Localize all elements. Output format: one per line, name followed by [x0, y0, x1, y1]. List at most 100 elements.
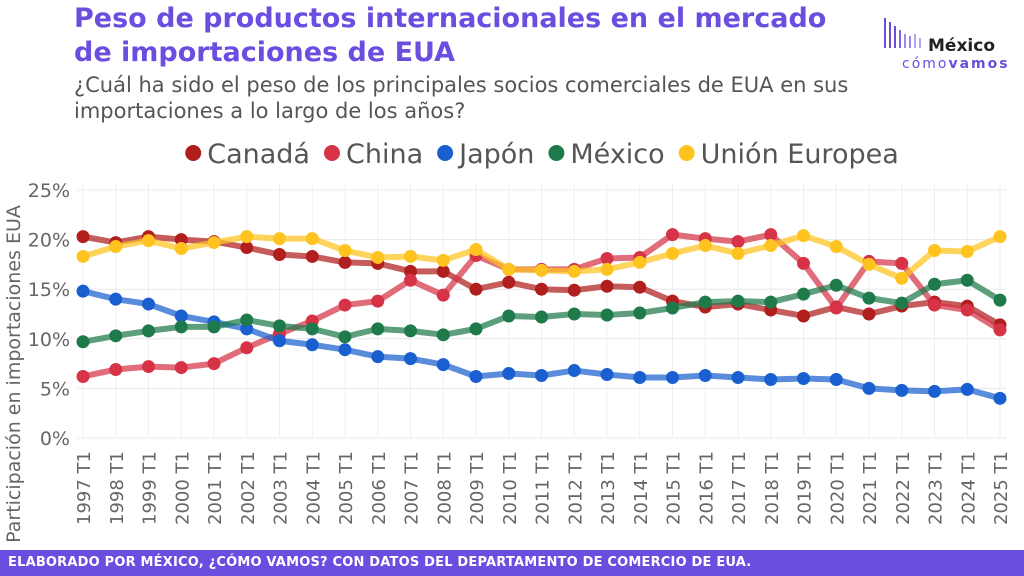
data-point-mexico: [731, 294, 745, 308]
legend: Canadá China Japón México Unión Europea: [185, 139, 899, 170]
data-point-union-europea: [142, 234, 155, 248]
x-tick-label: 2015 T1: [664, 451, 685, 525]
x-tick-label: 2010 T1: [500, 451, 521, 525]
data-point-mexico: [633, 306, 647, 320]
data-point-mexico: [305, 322, 319, 336]
x-tick-label: 1998 T1: [107, 451, 128, 525]
data-point-canada: [436, 264, 450, 278]
data-point-union-europea: [371, 250, 385, 264]
data-point-japon: [633, 370, 647, 384]
data-point-japon: [338, 343, 352, 357]
y-tick-label: 20%: [28, 230, 70, 252]
data-point-union-europea: [535, 263, 548, 277]
legend-dot-china: [323, 145, 340, 161]
data-point-japon: [567, 364, 581, 378]
x-tick-label: 2016 T1: [696, 451, 717, 525]
data-point-mexico: [273, 319, 286, 333]
legend-dot-canada: [185, 145, 202, 161]
data-point-china: [993, 323, 1007, 337]
data-point-mexico: [469, 322, 483, 336]
x-tick-label: 1997 T1: [74, 451, 95, 525]
data-point-canada: [174, 233, 188, 247]
data-point-mexico: [371, 322, 385, 336]
data-point-mexico: [764, 295, 778, 309]
x-tick-label: 2011 T1: [533, 451, 554, 525]
data-point-union-europea: [404, 249, 417, 263]
data-point-japon: [535, 369, 548, 383]
data-point-canada: [273, 247, 286, 261]
x-tick-label: 2018 T1: [762, 451, 783, 525]
data-point-union-europea: [960, 245, 974, 259]
series-mexico: [76, 273, 1007, 349]
data-point-mexico: [535, 310, 548, 324]
legend-dot-japon: [437, 145, 454, 161]
data-point-china: [797, 256, 810, 270]
data-point-mexico: [600, 308, 614, 322]
x-tick-label: 2022 T1: [893, 451, 914, 525]
data-point-japon: [273, 334, 286, 348]
data-point-japon: [305, 338, 319, 352]
data-point-mexico: [895, 296, 909, 310]
x-tick-label: 2020 T1: [827, 451, 848, 525]
data-point-china: [404, 273, 417, 287]
data-point-china: [142, 360, 155, 374]
data-point-japon: [502, 367, 516, 381]
data-point-union-europea: [567, 264, 581, 278]
data-point-japon: [404, 352, 417, 366]
chart-subtitle: ¿Cuál ha sido el peso de los principales…: [74, 73, 849, 123]
data-point-japon: [731, 370, 745, 384]
data-point-japon: [928, 384, 941, 398]
data-point-canada: [240, 241, 254, 255]
legend-label-china: China: [346, 139, 423, 170]
data-point-china: [207, 357, 221, 371]
legend-dot-union-europea: [678, 145, 695, 161]
y-tick-label: 10%: [28, 329, 70, 351]
data-point-japon: [993, 391, 1007, 405]
y-tick-label: 25%: [28, 180, 70, 202]
data-point-mexico: [862, 291, 876, 305]
legend-dot-mexico: [548, 145, 565, 161]
grid-lines: [77, 184, 1006, 439]
x-tick-label: 2007 T1: [402, 451, 423, 525]
y-tick-label: 5%: [40, 378, 70, 400]
data-point-union-europea: [731, 246, 745, 260]
data-point-union-europea: [797, 229, 810, 243]
data-point-mexico: [567, 307, 581, 321]
data-point-canada: [338, 255, 352, 269]
legend-label-japon: Japón: [457, 139, 534, 170]
x-axis-ticks: 1997 T1 1998 T1 1999 T1 2000 T1 2001 T1 2002 …: [74, 451, 1012, 525]
data-point-china: [960, 303, 974, 317]
data-point-japon: [960, 382, 974, 396]
data-point-japon: [174, 309, 188, 323]
line-chart: 0% 5% 10% 15% 20% 25% 1997 T1 1998 T1 1999 T1 20…: [3, 139, 1012, 543]
x-tick-label: 2006 T1: [369, 451, 390, 525]
legend-label-canada: Canadá: [207, 139, 310, 170]
legend-label-mexico: México: [570, 139, 664, 170]
data-point-japon: [371, 350, 385, 364]
data-point-japon: [797, 371, 810, 385]
data-point-union-europea: [305, 232, 319, 246]
data-point-mexico: [666, 301, 679, 315]
data-point-mexico: [76, 335, 90, 349]
footer-bar: ELABORADO POR MÉXICO, ¿CÓMO VAMOS? CON D…: [0, 550, 1024, 576]
x-tick-label: 2005 T1: [336, 451, 357, 525]
data-point-union-europea: [600, 262, 614, 276]
x-tick-label: 2017 T1: [729, 451, 750, 525]
data-point-union-europea: [109, 240, 123, 254]
data-point-mexico: [207, 320, 221, 334]
data-point-union-europea: [76, 249, 90, 263]
x-tick-label: 2002 T1: [238, 451, 259, 525]
data-point-union-europea: [338, 244, 352, 258]
y-axis-label: Participación en importaciones EUA: [3, 205, 25, 543]
data-point-mexico: [174, 320, 188, 334]
legend-item-mexico: México: [548, 139, 665, 170]
data-point-china: [666, 228, 679, 242]
data-point-mexico: [142, 324, 155, 338]
x-tick-label: 2004 T1: [303, 451, 324, 525]
x-tick-label: 2000 T1: [172, 451, 193, 525]
data-point-japon: [436, 358, 450, 372]
data-point-canada: [633, 280, 647, 294]
y-axis-ticks: 0% 5% 10% 15% 20% 25%: [28, 180, 70, 450]
data-point-china: [76, 369, 90, 383]
data-point-china: [436, 288, 450, 302]
